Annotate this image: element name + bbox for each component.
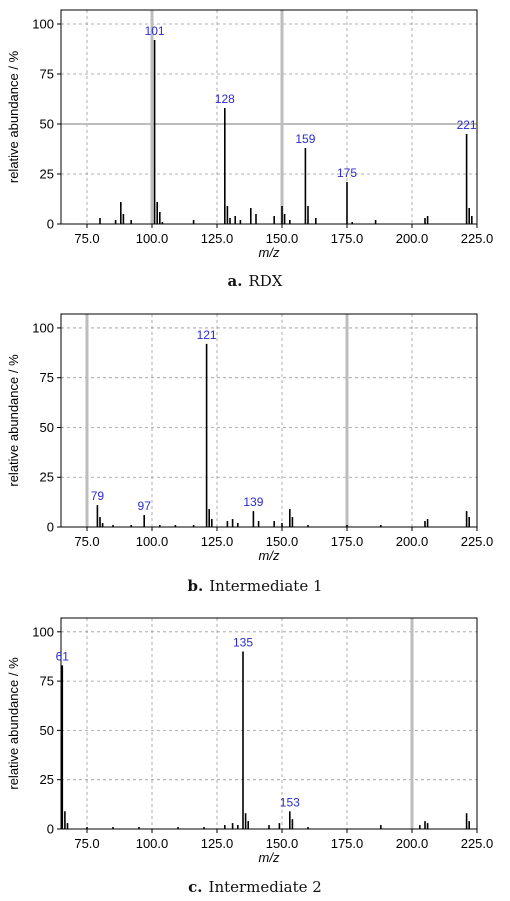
x-tick-label: 175.0: [331, 534, 364, 549]
peak-label: 97: [138, 499, 152, 513]
x-tick-label: 75.0: [74, 534, 99, 549]
y-tick-label: 100: [32, 17, 54, 32]
plot-frame: [60, 9, 478, 225]
x-axis-label: m/z: [259, 245, 280, 260]
plot-frame: [60, 313, 478, 528]
y-tick-label: 50: [40, 117, 54, 132]
x-axis-label: m/z: [259, 850, 280, 865]
spectrum-chart-c: 61 135 153 75.0 100.0 125.0 150.0 175.0 200.0 225…: [6, 617, 494, 865]
y-axis-label: relative abundance / %: [6, 354, 21, 487]
peak-label: 121: [197, 328, 217, 342]
x-tick-label: 100.0: [136, 534, 169, 549]
peak-label: 79: [91, 489, 105, 503]
spectrum-chart-a: 101 128 159 175 221 75.0 100.0 125.0 150.0 175.0 2…: [6, 9, 494, 260]
spectrum-chart-b: 79 97 121 139 75.0 100.0 125.0 150.0 175.0 200.0 2…: [6, 313, 494, 563]
caption-a: a. RDX: [0, 272, 510, 290]
y-axis-label: relative abundance / %: [6, 50, 21, 183]
x-tick-label: 100.0: [136, 836, 169, 851]
x-tick-label: 225.0: [461, 836, 494, 851]
x-tick-label: 125.0: [201, 534, 234, 549]
peak-label: 61: [56, 649, 70, 663]
y-tick-label: 0: [47, 822, 54, 837]
caption-c: c. Intermediate 2: [0, 878, 510, 896]
peak-label: 139: [243, 495, 263, 509]
y-tick-label: 50: [40, 723, 54, 738]
peak-label: 153: [280, 795, 300, 809]
x-tick-label: 150.0: [266, 534, 299, 549]
caption-letter: b.: [187, 577, 204, 595]
y-tick-label: 100: [32, 624, 54, 639]
x-tick-label: 175.0: [331, 836, 364, 851]
x-tick-label: 125.0: [201, 836, 234, 851]
x-tick-label: 75.0: [74, 231, 99, 246]
peak-label: 101: [145, 24, 165, 38]
peak-label: 128: [215, 92, 235, 106]
x-tick-label: 200.0: [396, 836, 429, 851]
y-tick-label: 75: [40, 67, 54, 82]
spectrum-panel-a: 101 128 159 175 221 75.0 100.0 125.0 150.0 175.0 2…: [0, 0, 510, 300]
y-tick-label: 0: [47, 520, 54, 535]
x-axis-label: m/z: [259, 548, 280, 563]
y-tick-label: 100: [32, 320, 54, 335]
spectrum-panel-b: 79 97 121 139 75.0 100.0 125.0 150.0 175.0 200.0 2…: [0, 303, 510, 603]
y-axis-label: relative abundance / %: [6, 657, 21, 790]
peak-label: 135: [233, 636, 253, 650]
y-tick-label: 75: [40, 674, 54, 689]
y-tick-label: 0: [47, 217, 54, 232]
caption-letter: c.: [188, 878, 203, 896]
y-tick-label: 25: [40, 772, 54, 787]
x-tick-label: 125.0: [201, 231, 234, 246]
x-tick-label: 200.0: [396, 534, 429, 549]
y-tick-label: 25: [40, 167, 54, 182]
spectrum-panel-c: 61 135 153 75.0 100.0 125.0 150.0 175.0 200.0 225…: [0, 607, 510, 901]
x-tick-label: 150.0: [266, 231, 299, 246]
caption-text: Intermediate 1: [209, 577, 323, 595]
caption-b: b. Intermediate 1: [0, 577, 510, 595]
y-tick-label: 75: [40, 370, 54, 385]
y-tick-label: 50: [40, 420, 54, 435]
peak-label: 159: [295, 132, 315, 146]
x-tick-label: 75.0: [74, 836, 99, 851]
caption-text: Intermediate 2: [208, 878, 322, 896]
x-tick-label: 175.0: [331, 231, 364, 246]
peak-label: 221: [457, 118, 477, 132]
x-tick-label: 150.0: [266, 836, 299, 851]
plot-frame: [60, 617, 478, 830]
y-tick-label: 25: [40, 470, 54, 485]
x-tick-label: 200.0: [396, 231, 429, 246]
peak-label: 175: [337, 166, 357, 180]
x-tick-label: 225.0: [461, 231, 494, 246]
x-tick-label: 100.0: [136, 231, 169, 246]
caption-text: RDX: [248, 272, 283, 290]
x-tick-label: 225.0: [461, 534, 494, 549]
caption-letter: a.: [227, 272, 243, 290]
